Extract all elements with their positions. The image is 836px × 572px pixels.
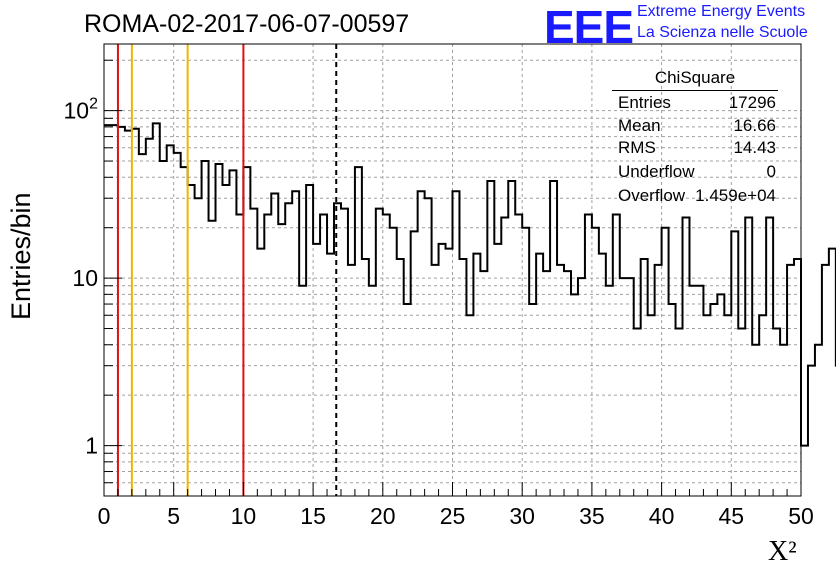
chart-title: ROMA-02-2017-06-07-00597 <box>84 10 410 38</box>
stat-row-entries: Entries 17296 <box>618 93 776 115</box>
y-tick-label: 10 <box>72 265 98 291</box>
stat-key: Overflow <box>618 186 686 205</box>
logo-line-1: Extreme Energy Events <box>637 3 806 20</box>
stat-key: Entries <box>618 93 671 112</box>
axis-ticks <box>103 59 802 497</box>
histogram-steps <box>104 122 836 447</box>
x-tick-label: 15 <box>300 503 326 529</box>
stat-row-mean: Mean 16.66 <box>618 116 776 138</box>
x-tick-label: 40 <box>649 503 675 529</box>
x-tick-label: 45 <box>719 503 745 529</box>
stat-key: Underflow <box>618 162 695 181</box>
stat-value: 17296 <box>728 93 776 112</box>
x-tick-label: 25 <box>440 503 466 529</box>
x-tick-label: 20 <box>370 503 396 529</box>
stat-value: 0 <box>766 162 776 181</box>
stat-value: 16.66 <box>733 116 776 135</box>
stats-title: ChiSquare <box>654 68 736 87</box>
stat-key: Mean <box>618 116 661 135</box>
marker-lines <box>116 44 338 496</box>
stat-row-rms: RMS 14.43 <box>618 138 776 160</box>
x-tick-label: 5 <box>167 503 180 529</box>
y-tick-label: 102 <box>64 96 99 124</box>
histogram-series <box>104 122 836 447</box>
stat-value: 1.459e+04 <box>695 186 776 205</box>
x-axis-label: X² <box>768 536 797 567</box>
stats-box: ChiSquare Entries 17296 Mean 16.66 RMS 1… <box>612 66 778 212</box>
x-tick-label: 10 <box>231 503 257 529</box>
eee-logo: EEE <box>544 1 634 53</box>
stats-divider <box>612 90 778 91</box>
x-tick-label: 50 <box>788 503 814 529</box>
x-tick-label: 0 <box>98 503 111 529</box>
stat-row-overflow: Overflow 1.459e+04 <box>618 186 776 208</box>
stat-key: RMS <box>618 138 656 157</box>
x-tick-label: 35 <box>579 503 605 529</box>
logo-line-2: La Scienza nelle Scuole <box>637 24 808 41</box>
stat-row-underflow: Underflow 0 <box>618 162 776 184</box>
stat-value: 14.43 <box>733 138 776 157</box>
y-axis-label: Entries/bin <box>6 192 36 320</box>
y-tick-exponent: 2 <box>89 96 98 113</box>
x-tick-label: 30 <box>509 503 535 529</box>
y-tick-label: 1 <box>85 433 98 459</box>
